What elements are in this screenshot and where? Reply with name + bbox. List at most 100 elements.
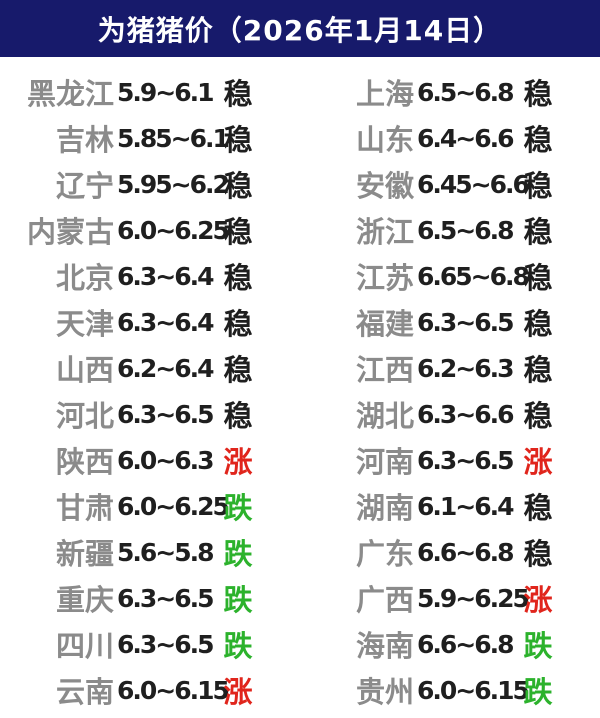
trend-badge: 跌 — [523, 629, 553, 663]
table-row: 山西 6.2~6.4 稳 — [10, 345, 262, 391]
table-row: 贵州 6.0~6.15 跌 — [310, 667, 562, 713]
trend-badge: 稳 — [223, 353, 253, 387]
price-range: 5.9~6.1 — [117, 77, 215, 107]
table-row: 湖北 6.3~6.6 稳 — [310, 391, 562, 437]
province-label: 重庆 — [55, 583, 114, 617]
table-row: 海南 6.6~6.8 跌 — [310, 621, 562, 667]
table-row: 福建 6.3~6.5 稳 — [310, 299, 562, 345]
trend-badge: 涨 — [223, 445, 253, 479]
price-range: 6.2~6.4 — [117, 353, 215, 383]
price-range: 6.4~6.6 — [417, 123, 515, 153]
province-label: 上海 — [355, 77, 414, 111]
trend-badge: 稳 — [523, 169, 553, 203]
table-row: 安徽 6.45~6.6 稳 — [310, 161, 562, 207]
table-row: 内蒙古 6.0~6.25 稳 — [10, 207, 262, 253]
table-row: 江苏 6.65~6.8 稳 — [310, 253, 562, 299]
table-row: 重庆 6.3~6.5 跌 — [10, 575, 262, 621]
province-label: 海南 — [355, 629, 414, 663]
trend-badge: 稳 — [223, 77, 253, 111]
province-label: 河南 — [355, 445, 414, 479]
price-range: 6.0~6.25 — [117, 491, 230, 521]
province-label: 贵州 — [355, 675, 414, 709]
province-label: 湖南 — [355, 491, 414, 525]
table-row: 吉林 5.85~6.1 稳 — [10, 115, 262, 161]
trend-badge: 涨 — [223, 675, 253, 709]
province-label: 四川 — [55, 629, 114, 663]
table-row: 四川 6.3~6.5 跌 — [10, 621, 262, 667]
price-range: 6.3~6.4 — [117, 261, 215, 291]
price-range: 6.3~6.6 — [417, 399, 515, 429]
table-row: 新疆 5.6~5.8 跌 — [10, 529, 262, 575]
trend-badge: 涨 — [523, 445, 553, 479]
price-range: 6.0~6.15 — [417, 675, 530, 705]
province-label: 河北 — [55, 399, 114, 433]
province-label: 山东 — [355, 123, 414, 157]
page-title: 为猪猪价（2026年1月14日） — [97, 13, 503, 47]
table-row: 北京 6.3~6.4 稳 — [10, 253, 262, 299]
trend-badge: 稳 — [223, 123, 253, 157]
price-range: 5.85~6.1 — [117, 123, 230, 153]
trend-badge: 稳 — [523, 537, 553, 571]
price-column-right: 上海 6.5~6.8 稳 山东 6.4~6.6 稳 安徽 6.45~6.6 稳 … — [310, 69, 562, 713]
trend-badge: 稳 — [523, 353, 553, 387]
trend-badge: 稳 — [223, 307, 253, 341]
table-row: 广东 6.6~6.8 稳 — [310, 529, 562, 575]
price-range: 5.6~5.8 — [117, 537, 215, 567]
trend-badge: 稳 — [223, 169, 253, 203]
province-label: 浙江 — [355, 215, 414, 249]
province-label: 新疆 — [55, 537, 114, 571]
trend-badge: 涨 — [523, 583, 553, 617]
province-label: 北京 — [55, 261, 114, 295]
province-label: 云南 — [55, 675, 114, 709]
province-label: 安徽 — [355, 169, 414, 203]
table-row: 天津 6.3~6.4 稳 — [10, 299, 262, 345]
trend-badge: 跌 — [223, 583, 253, 617]
province-label: 内蒙古 — [26, 215, 114, 249]
table-row: 黑龙江 5.9~6.1 稳 — [10, 69, 262, 115]
price-range: 6.3~6.5 — [117, 399, 215, 429]
price-range: 6.0~6.3 — [117, 445, 215, 475]
price-range: 6.3~6.5 — [417, 445, 515, 475]
price-range: 6.3~6.5 — [117, 629, 215, 659]
table-row: 浙江 6.5~6.8 稳 — [310, 207, 562, 253]
trend-badge: 跌 — [223, 629, 253, 663]
price-range: 6.0~6.15 — [117, 675, 230, 705]
province-label: 山西 — [55, 353, 114, 387]
trend-badge: 跌 — [523, 675, 553, 709]
table-row: 湖南 6.1~6.4 稳 — [310, 483, 562, 529]
trend-badge: 稳 — [223, 261, 253, 295]
table-row: 山东 6.4~6.6 稳 — [310, 115, 562, 161]
price-range: 6.3~6.5 — [117, 583, 215, 613]
price-range: 5.9~6.25 — [417, 583, 530, 613]
trend-badge: 稳 — [523, 215, 553, 249]
province-label: 江苏 — [355, 261, 414, 295]
trend-badge: 稳 — [223, 215, 253, 249]
price-range: 6.6~6.8 — [417, 629, 515, 659]
price-table: 黑龙江 5.9~6.1 稳 吉林 5.85~6.1 稳 辽宁 5.95~6.2 … — [0, 57, 600, 713]
price-range: 6.3~6.4 — [117, 307, 215, 337]
trend-badge: 跌 — [223, 491, 253, 525]
trend-badge: 稳 — [523, 77, 553, 111]
province-label: 辽宁 — [55, 169, 114, 203]
table-row: 辽宁 5.95~6.2 稳 — [10, 161, 262, 207]
price-range: 6.2~6.3 — [417, 353, 515, 383]
price-range: 6.3~6.5 — [417, 307, 515, 337]
province-label: 广西 — [355, 583, 414, 617]
trend-badge: 稳 — [523, 307, 553, 341]
province-label: 江西 — [355, 353, 414, 387]
price-range: 6.0~6.25 — [117, 215, 230, 245]
province-label: 广东 — [355, 537, 414, 571]
province-label: 吉林 — [55, 123, 114, 157]
province-label: 天津 — [55, 307, 114, 341]
header-bar: 为猪猪价（2026年1月14日） — [0, 0, 600, 57]
province-label: 陕西 — [55, 445, 114, 479]
province-label: 黑龙江 — [26, 77, 114, 111]
trend-badge: 稳 — [523, 491, 553, 525]
table-row: 河南 6.3~6.5 涨 — [310, 437, 562, 483]
trend-badge: 稳 — [523, 261, 553, 295]
trend-badge: 稳 — [523, 123, 553, 157]
price-range: 6.6~6.8 — [417, 537, 515, 567]
province-label: 福建 — [355, 307, 414, 341]
table-row: 陕西 6.0~6.3 涨 — [10, 437, 262, 483]
